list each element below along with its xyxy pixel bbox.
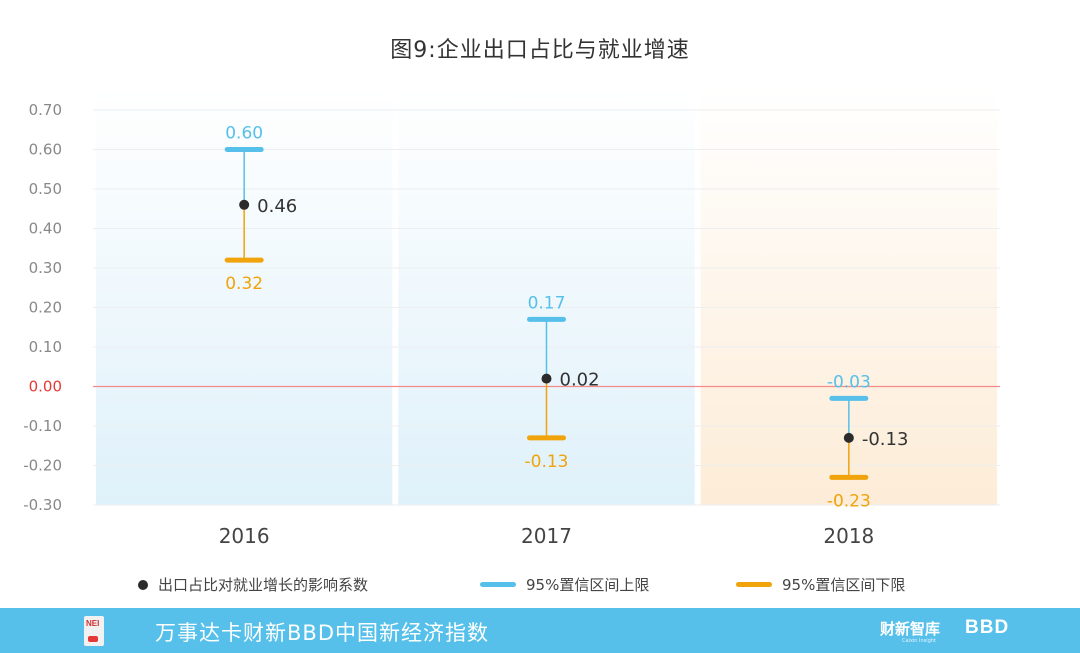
- y-tick-label: -0.30: [23, 496, 62, 514]
- coefficient-point: [843, 432, 854, 443]
- caixin-insight-sub: Caixin Insight: [902, 638, 936, 644]
- coefficient-point: [239, 199, 250, 210]
- caixin-insight-logo: 财新智库: [880, 620, 941, 638]
- lower-value-label: 0.32: [225, 274, 263, 294]
- legend-point-swatch: [138, 579, 148, 590]
- y-tick-label: -0.20: [23, 457, 62, 475]
- y-tick-label: 0.10: [29, 338, 62, 356]
- x-tick-label: 2018: [823, 524, 874, 548]
- y-tick-label: 0.40: [29, 220, 62, 238]
- legend-label-upper: 95%置信区间上限: [526, 576, 650, 594]
- legend-label-coefficient: 出口占比对就业增长的影响系数: [158, 576, 369, 594]
- legend-label-lower: 95%置信区间下限: [782, 576, 906, 594]
- footer-bar: NEI 万事达卡财新BBD中国新经济指数 财新智库 Caixin Insight…: [0, 608, 1080, 653]
- lower-value-label: -0.13: [525, 452, 569, 472]
- coefficient-value-label: -0.13: [862, 429, 909, 450]
- x-tick-label: 2017: [521, 524, 572, 548]
- y-tick-label: 0.00: [29, 378, 62, 396]
- coefficient-point: [541, 373, 552, 384]
- upper-value-label: -0.03: [827, 372, 871, 392]
- chart-title: 图9:企业出口占比与就业增速: [390, 38, 690, 63]
- y-tick-label: 0.50: [29, 180, 62, 198]
- legend-lower-swatch: [736, 582, 772, 587]
- nei-logo: NEI: [84, 616, 104, 646]
- nei-logo-text: NEI: [86, 619, 100, 628]
- bbd-logo: BBD: [965, 617, 1010, 638]
- footer-index-name: 万事达卡财新BBD中国新经济指数: [155, 621, 489, 645]
- x-tick-label: 2016: [219, 524, 270, 548]
- legend-item-lower: 95%置信区间下限: [736, 574, 905, 595]
- y-tick-label: -0.10: [23, 417, 62, 435]
- y-tick-label: 0.30: [29, 259, 62, 277]
- legend: 出口占比对就业增长的影响系数 95%置信区间上限 95%置信区间下限: [0, 574, 1080, 596]
- legend-item-coefficient: 出口占比对就业增长的影响系数: [138, 574, 368, 595]
- y-tick-label: 0.20: [29, 299, 62, 317]
- coefficient-value-label: 0.02: [560, 370, 600, 391]
- upper-value-label: 0.60: [225, 124, 263, 144]
- upper-value-label: 0.17: [528, 293, 566, 313]
- mastercard-mark: [88, 636, 98, 642]
- y-tick-label: 0.70: [29, 101, 62, 119]
- coefficient-value-label: 0.46: [257, 196, 297, 217]
- legend-item-upper: 95%置信区间上限: [480, 574, 649, 595]
- y-tick-label: 0.60: [29, 141, 62, 159]
- lower-value-label: -0.23: [827, 491, 871, 511]
- error-bar-chart: 0.70 0.60 0.50 0.40 0.30 0.20 0.10 0.00 -0.10 -0.…: [23, 88, 1000, 548]
- legend-upper-swatch: [480, 582, 516, 587]
